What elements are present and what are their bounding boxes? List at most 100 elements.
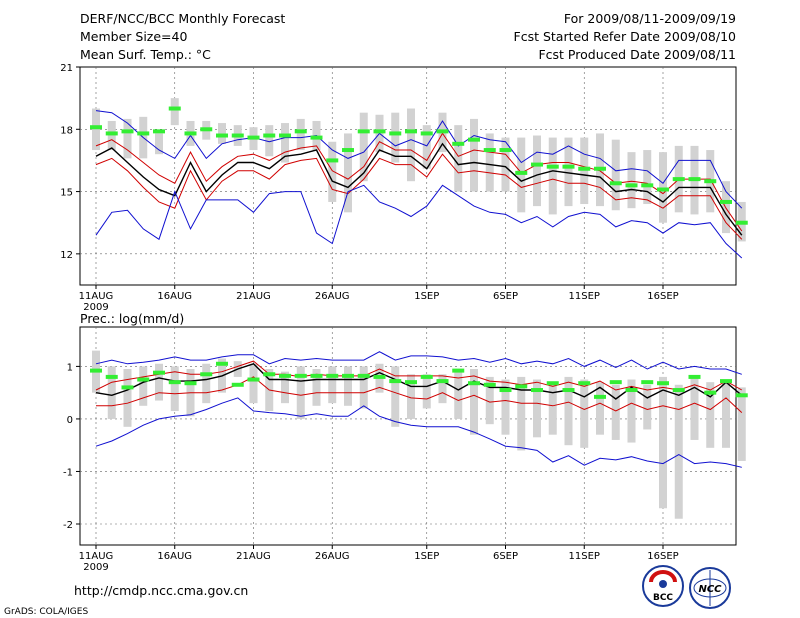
median-mark: [704, 179, 717, 184]
spread-box: [344, 366, 352, 406]
header-started-refer: Fcst Started Refer Date 2009/08/10: [514, 29, 737, 44]
spread-box: [281, 123, 289, 163]
x-tick-label: 16AUG: [157, 291, 192, 302]
median-mark: [342, 373, 354, 378]
spread-box: [722, 379, 730, 448]
median-mark: [373, 129, 386, 134]
median-mark: [625, 183, 638, 188]
x-tick-label: 16SEP: [647, 291, 678, 302]
y-tick-label: 0: [67, 415, 73, 426]
median-mark: [483, 382, 496, 387]
median-mark: [515, 384, 528, 389]
spread-box: [107, 366, 116, 419]
bcc-logo: BCC: [642, 565, 684, 607]
median-mark: [231, 133, 244, 138]
median-mark: [562, 164, 575, 169]
median-mark: [452, 141, 465, 146]
spread-box: [312, 369, 321, 406]
median-mark: [641, 380, 654, 385]
median-mark: [310, 135, 323, 140]
median-mark: [294, 373, 307, 378]
median-mark: [499, 148, 512, 153]
median-mark: [137, 377, 150, 382]
median-mark: [200, 372, 213, 377]
median-mark: [326, 158, 339, 163]
ncc-logo-text: NCC: [698, 584, 722, 595]
median-mark: [279, 373, 291, 378]
spread-box: [485, 133, 494, 192]
spread-box: [470, 369, 478, 435]
y-tick-label: 18: [60, 125, 73, 136]
median-mark: [609, 380, 622, 385]
median-mark: [90, 125, 102, 130]
median-mark: [436, 129, 449, 134]
spread-box: [627, 152, 636, 209]
x-tick-label: 11SEP: [569, 551, 600, 562]
spread-box: [328, 141, 337, 202]
spread-box: [674, 384, 683, 519]
median-mark: [357, 129, 370, 134]
median-mark: [373, 374, 386, 379]
x-tick-label: 11AUG: [79, 291, 114, 302]
spread-box: [155, 363, 163, 401]
series-spread_low-line: [95, 153, 743, 240]
series-mean-line: [95, 142, 743, 236]
spread-box: [344, 133, 352, 213]
x-tick-label: 6SEP: [493, 551, 518, 562]
x-tick-label: 1SEP: [414, 291, 439, 302]
x-tick-label: 21AUG: [236, 551, 271, 562]
spread-box: [564, 376, 573, 446]
median-mark: [279, 133, 291, 138]
spread-box: [690, 376, 699, 440]
series-spread_high-line: [95, 132, 743, 232]
x-year-label: 2009: [83, 302, 108, 313]
x-tick-label: 26AUG: [315, 291, 350, 302]
x-tick-label: 1SEP: [414, 551, 439, 562]
ncc-logo: NCC: [689, 567, 731, 609]
median-mark: [594, 166, 606, 171]
spread-box: [564, 137, 573, 207]
header-member-size: Member Size=40: [80, 29, 187, 44]
median-mark: [499, 388, 512, 393]
median-mark: [531, 162, 543, 167]
median-mark: [546, 164, 559, 169]
median-mark: [121, 129, 134, 134]
series-min-line: [95, 397, 742, 468]
median-mark: [263, 372, 276, 377]
y-tick-label: -2: [63, 520, 73, 531]
spread-box: [170, 366, 179, 412]
spread-box: [328, 366, 337, 404]
spread-box: [422, 125, 431, 169]
spread-box: [611, 139, 620, 211]
spread-box: [359, 366, 368, 409]
spread-box: [422, 374, 431, 409]
series-spread_low-line: [96, 376, 743, 413]
spread-box: [501, 379, 510, 435]
series-max-line: [95, 351, 742, 375]
bcc-logo-dot: [659, 580, 667, 588]
median-mark: [562, 388, 575, 393]
median-mark: [531, 388, 543, 393]
spread-box: [737, 387, 746, 461]
y-tick-label: 15: [60, 188, 73, 199]
plot-frame: [79, 326, 737, 546]
spread-box: [517, 376, 526, 451]
spread-box: [139, 366, 148, 406]
median-mark: [657, 187, 669, 192]
spread-box: [281, 371, 289, 404]
y-tick-label: 1: [67, 362, 73, 373]
median-mark: [704, 390, 717, 395]
series-min-line: [95, 184, 743, 259]
spread-box: [470, 118, 478, 192]
median-mark: [688, 177, 701, 182]
x-tick-label: 11AUG: [79, 551, 114, 562]
bcc-logo-text: BCC: [653, 593, 673, 603]
x-tick-label: 21AUG: [236, 291, 271, 302]
median-mark: [436, 379, 449, 384]
median-mark: [153, 129, 165, 134]
median-mark: [672, 388, 685, 393]
spread-box: [407, 108, 415, 182]
spread-box: [92, 108, 100, 151]
x-tick-label: 26AUG: [315, 551, 350, 562]
median-mark: [247, 135, 260, 140]
